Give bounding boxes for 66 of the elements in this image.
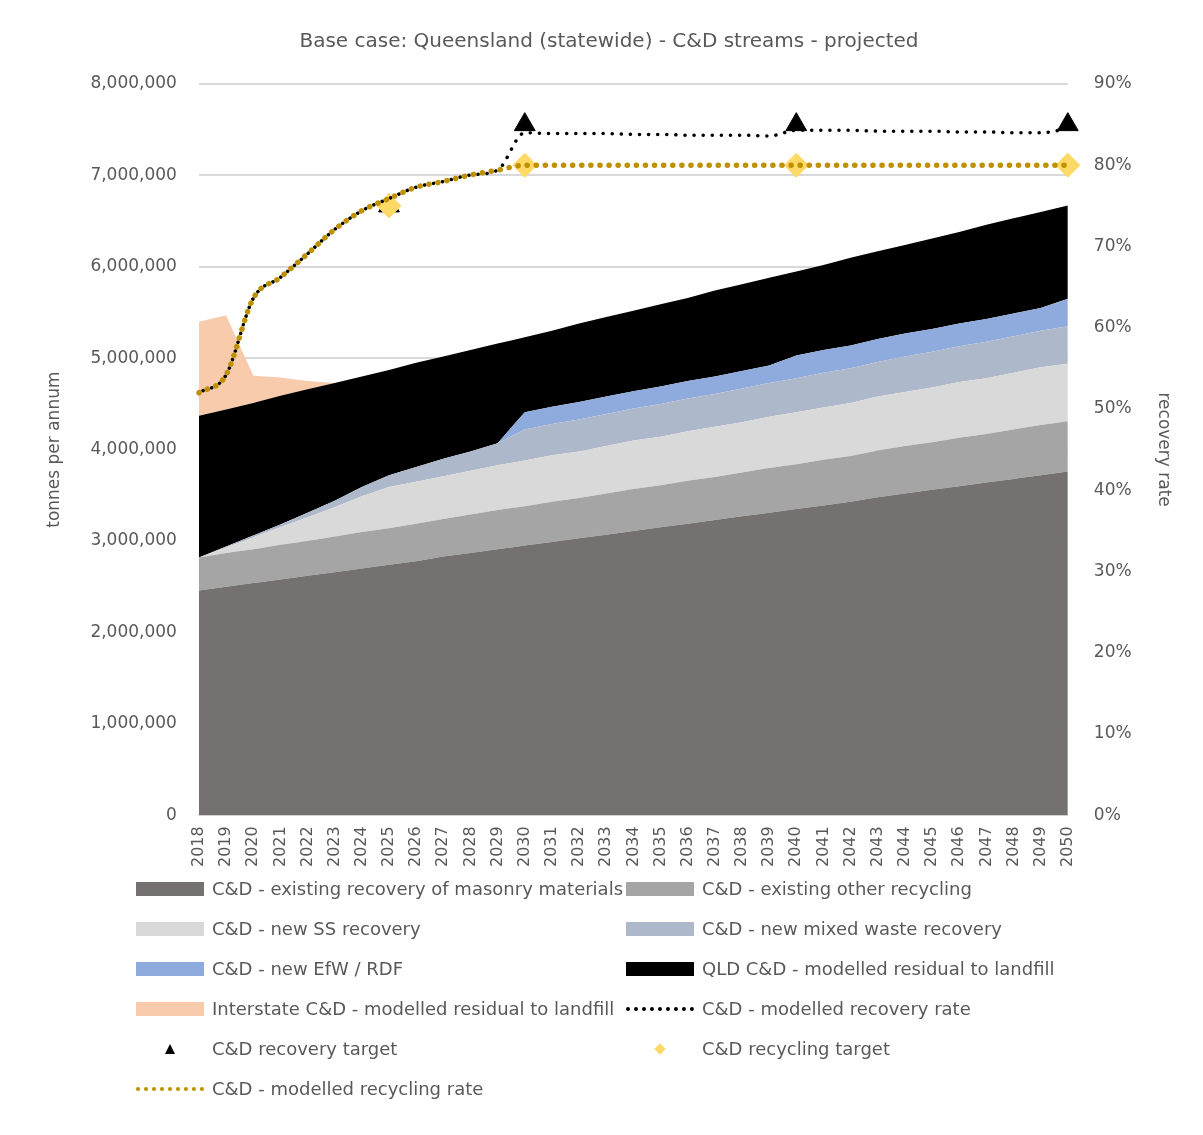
x-tick-label: 2019 xyxy=(215,826,235,867)
legend-label: C&D - new mixed waste recovery xyxy=(702,918,1002,939)
x-tick-label: 2036 xyxy=(676,826,696,867)
legend-label: C&D - new SS recovery xyxy=(212,918,421,939)
chart-title: Base case: Queensland (statewide) - C&D streams - projected xyxy=(299,28,919,53)
x-tick-label: 2024 xyxy=(350,826,370,867)
x-tick-label: 2028 xyxy=(459,826,479,867)
legend-label: C&D - new EfW / RDF xyxy=(212,958,404,979)
y-tick-label: 7,000,000 xyxy=(90,163,177,184)
y2-tick-label: 60% xyxy=(1093,316,1132,337)
x-tick-label: 2050 xyxy=(1056,826,1076,867)
x-tick-label: 2034 xyxy=(622,826,642,867)
x-tick-label: 2044 xyxy=(894,826,914,867)
y2-tick-label: 50% xyxy=(1093,397,1132,418)
legend-label: C&D - modelled recovery rate xyxy=(702,998,971,1019)
x-tick-label: 2018 xyxy=(188,826,208,867)
y2-tick-label: 90% xyxy=(1093,72,1132,93)
y2-tick-label: 70% xyxy=(1093,234,1132,255)
x-tick-label: 2029 xyxy=(486,826,506,867)
x-tick-label: 2046 xyxy=(948,826,968,867)
y-tick-label: 6,000,000 xyxy=(90,255,177,276)
x-tick-label: 2041 xyxy=(812,826,832,867)
y2-tick-label: 40% xyxy=(1093,478,1132,499)
x-tick-label: 2043 xyxy=(866,826,886,867)
x-tick-label: 2023 xyxy=(323,826,343,867)
x-tick-label: 2027 xyxy=(432,826,452,867)
y2-tick-label: 10% xyxy=(1093,722,1132,743)
y-axis-title: tonnes per annum xyxy=(42,371,63,528)
x-tick-label: 2035 xyxy=(649,826,669,867)
legend-label: C&D recovery target xyxy=(212,1038,398,1059)
x-tick-label: 2039 xyxy=(758,826,778,867)
x-tick-label: 2032 xyxy=(568,826,588,867)
y-tick-label: 8,000,000 xyxy=(90,72,177,93)
x-tick-label: 2033 xyxy=(595,826,615,867)
legend-label: Interstate C&D - modelled residual to landfill xyxy=(212,998,615,1019)
legend-label: C&D recycling target xyxy=(702,1038,890,1059)
x-tick-label: 2021 xyxy=(269,826,289,867)
x-tick-label: 2047 xyxy=(975,826,995,867)
y-tick-label: 5,000,000 xyxy=(90,346,177,367)
y2-tick-label: 20% xyxy=(1093,641,1132,662)
x-tick-label: 2022 xyxy=(296,826,316,867)
x-tick-label: 2031 xyxy=(541,826,561,867)
y2-tick-label: 0% xyxy=(1093,803,1121,824)
x-tick-label: 2026 xyxy=(405,826,425,867)
x-tick-label: 2049 xyxy=(1029,826,1049,867)
x-tick-label: 2040 xyxy=(785,826,805,867)
legend-label: C&D - existing other recycling xyxy=(702,878,972,899)
x-tick-label: 2048 xyxy=(1002,826,1022,867)
y-tick-label: 4,000,000 xyxy=(90,438,177,459)
x-tick-label: 2042 xyxy=(839,826,859,867)
x-tick-label: 2030 xyxy=(513,826,533,867)
y2-tick-label: 80% xyxy=(1093,153,1132,174)
y-tick-label: 2,000,000 xyxy=(90,620,177,641)
y2-axis-title: recovery rate xyxy=(1155,392,1176,507)
legend-label: QLD C&D - modelled residual to landfill xyxy=(702,958,1055,979)
y-tick-label: 1,000,000 xyxy=(90,712,177,733)
x-tick-label: 2025 xyxy=(378,826,398,867)
y-tick-label: 0 xyxy=(166,803,177,824)
x-tick-label: 2020 xyxy=(242,826,262,867)
y2-tick-label: 30% xyxy=(1093,559,1132,580)
y-tick-label: 3,000,000 xyxy=(90,529,177,550)
legend-label: C&D - existing recovery of masonry materials xyxy=(212,878,624,899)
x-tick-label: 2038 xyxy=(731,826,751,867)
x-tick-label: 2045 xyxy=(921,826,941,867)
legend-label: C&D - modelled recycling rate xyxy=(212,1078,484,1099)
x-tick-label: 2037 xyxy=(703,826,723,867)
